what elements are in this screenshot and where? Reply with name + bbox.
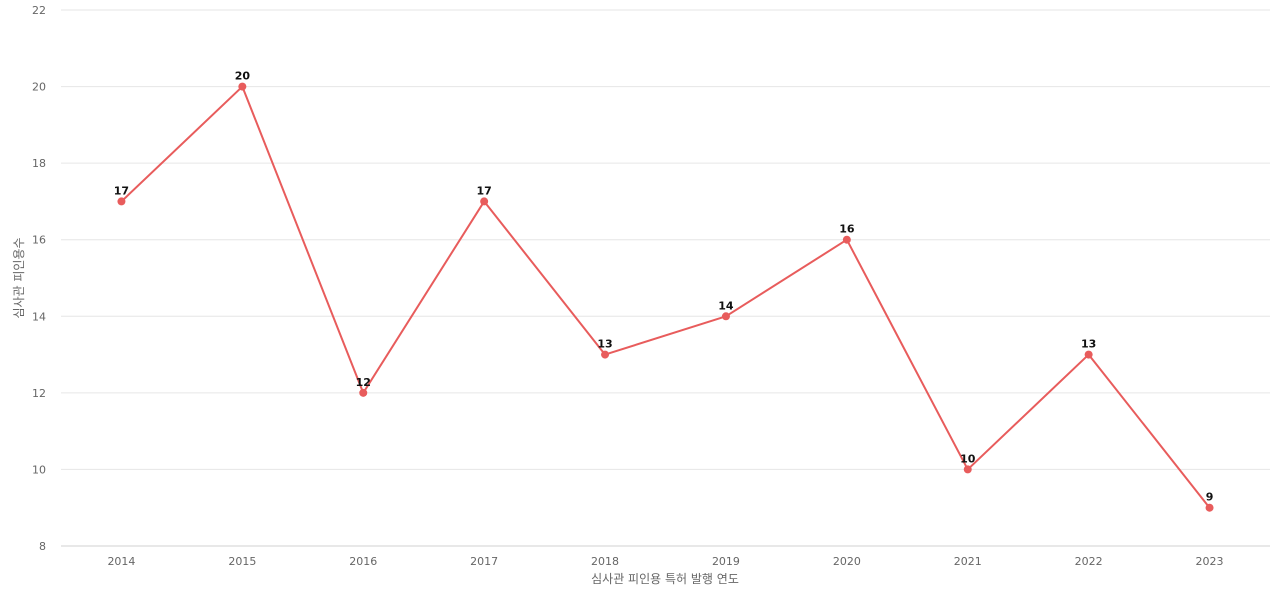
series-layer: [117, 82, 1214, 512]
data-point[interactable]: [1084, 350, 1093, 359]
y-tick-label: 22: [32, 4, 46, 17]
data-label: 12: [356, 376, 371, 389]
data-label: 17: [476, 184, 491, 197]
x-tick-label: 2016: [349, 555, 377, 568]
data-label: 9: [1206, 491, 1214, 504]
y-axis-ticks: 8 10 12 14 16 18 20 22: [32, 4, 46, 553]
x-axis-ticks: 2014 2015 2016 2017 2018 2019 2020 2021 2022 2023: [107, 555, 1223, 568]
x-tick-label: 2015: [228, 555, 256, 568]
data-label: 17: [114, 184, 129, 197]
y-axis-title: 심사관 피인용수: [12, 237, 26, 318]
x-tick-label: 2017: [470, 555, 498, 568]
data-label: 16: [839, 223, 855, 236]
y-tick-label: 16: [32, 234, 46, 247]
x-tick-label: 2014: [107, 555, 135, 568]
data-label: 13: [597, 338, 612, 351]
x-tick-label: 2019: [712, 555, 740, 568]
x-tick-label: 2022: [1075, 555, 1103, 568]
data-labels-layer: 17 20 12 17 13 14 16 10 13 9: [114, 70, 1214, 504]
x-tick-label: 2020: [833, 555, 861, 568]
data-point[interactable]: [1205, 503, 1214, 512]
x-tick-label: 2023: [1196, 555, 1224, 568]
y-tick-label: 18: [32, 157, 46, 170]
x-tick-label: 2021: [954, 555, 982, 568]
grid-layer: [61, 9, 1270, 547]
data-point[interactable]: [359, 388, 368, 397]
data-point[interactable]: [601, 350, 610, 359]
series-line: [120, 85, 1211, 509]
y-tick-label: 8: [39, 540, 46, 553]
data-point[interactable]: [963, 465, 972, 474]
y-tick-label: 14: [32, 310, 46, 323]
data-point[interactable]: [721, 312, 730, 321]
y-tick-label: 10: [32, 463, 46, 476]
y-tick-label: 12: [32, 387, 46, 400]
data-label: 10: [960, 452, 976, 465]
y-tick-label: 20: [32, 81, 46, 94]
data-point[interactable]: [480, 197, 489, 206]
data-label: 14: [718, 299, 734, 312]
data-label: 13: [1081, 338, 1096, 351]
x-tick-label: 2018: [591, 555, 619, 568]
data-point[interactable]: [117, 197, 126, 206]
data-label: 20: [235, 70, 251, 83]
x-axis-title: 심사관 피인용 특허 발행 연도: [591, 571, 739, 586]
data-point[interactable]: [842, 235, 851, 244]
data-point[interactable]: [238, 82, 247, 91]
